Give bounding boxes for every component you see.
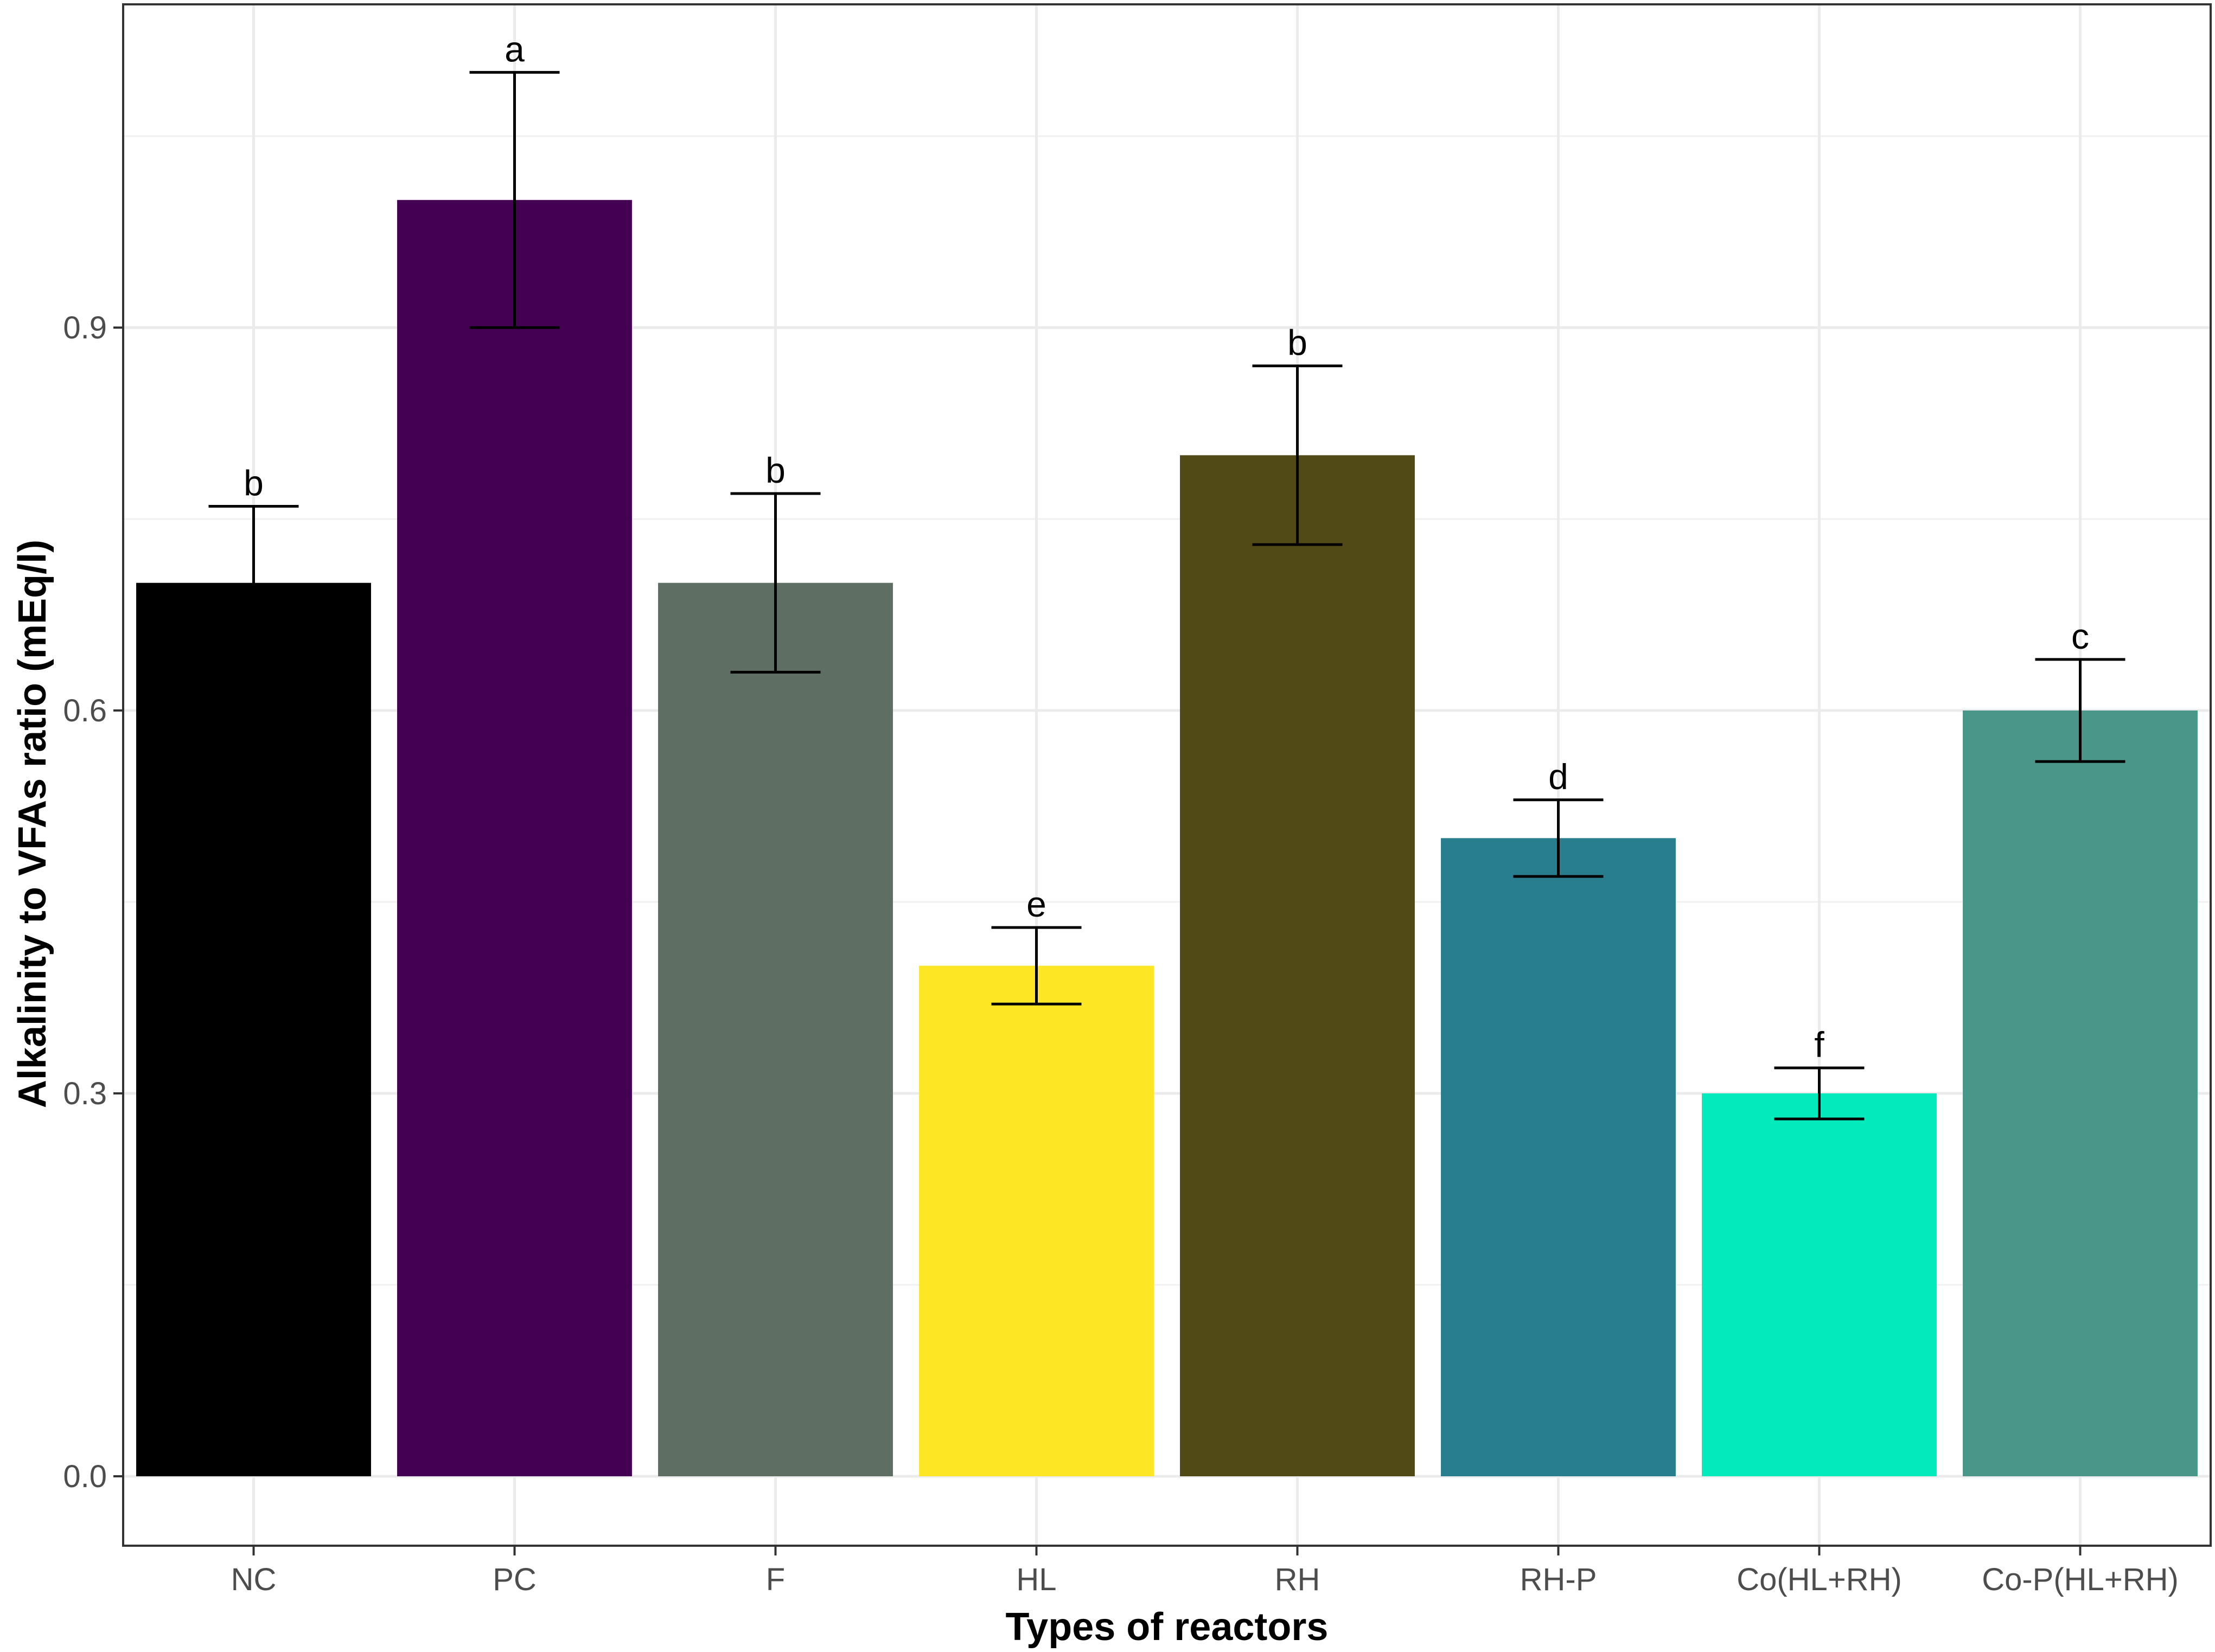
bar-RH (1180, 455, 1415, 1476)
x-tick-label: NC (231, 1562, 277, 1597)
plot-panel-border (122, 3, 2212, 1547)
x-tick-label: F (766, 1562, 785, 1597)
significance-letter-F: b (765, 450, 786, 490)
error-bar-Co-P(HL+RH) (2035, 658, 2125, 763)
significance-letter-NC: b (244, 463, 264, 503)
bar-RH-P (1441, 838, 1676, 1476)
y-tick-label: 0.3 (63, 1076, 107, 1111)
significance-letter-HL: e (1026, 884, 1046, 924)
error-bar-Co(HL+RH) (1774, 1066, 1865, 1120)
x-tick-label: PC (493, 1562, 537, 1597)
x-axis: NC PC F HL RH RH-P Co(HL+RH) Co-P(HL+RH) (231, 1546, 2179, 1597)
bar-Co-P(HL+RH) (1963, 710, 2198, 1476)
x-tick-label: Co(HL+RH) (1737, 1562, 1902, 1597)
significance-letter-Co(HL+RH): f (1814, 1025, 1824, 1065)
bar-F (658, 582, 893, 1476)
y-axis: 0.0 0.3 0.6 0.9 (63, 310, 123, 1494)
x-tick-label: RH (1275, 1562, 1320, 1597)
x-tick-label: Co-P(HL+RH) (1982, 1562, 2179, 1597)
error-bar-HL (991, 926, 1082, 1006)
x-tick-label: RH-P (1520, 1562, 1597, 1597)
significance-letter-Co-P(HL+RH): c (2071, 616, 2089, 656)
error-bar-PC (469, 71, 560, 329)
error-bars (208, 71, 2125, 1120)
x-axis-title: Types of reactors (1006, 1605, 1329, 1649)
significance-letter-RH: b (1287, 323, 1307, 363)
y-axis-title: Alkalinity to VFAs ratio (mEq/l) (11, 540, 54, 1108)
error-bar-RH (1252, 364, 1343, 546)
significance-letter-PC: a (505, 29, 525, 69)
significance-labels: b a b e b d f c (244, 29, 2089, 1065)
error-bar-RH-P (1513, 798, 1604, 878)
error-bar-NC (208, 504, 299, 661)
significance-letter-RH-P: d (1548, 757, 1568, 797)
y-tick-label: 0.9 (63, 310, 107, 345)
x-tick-label: HL (1016, 1562, 1056, 1597)
error-bar-F (730, 492, 821, 674)
bar-NC (136, 582, 371, 1476)
y-tick-label: 0.6 (63, 693, 107, 728)
bar-PC (397, 200, 632, 1477)
bars (136, 200, 2198, 1477)
bar-Co(HL+RH) (1702, 1093, 1937, 1476)
bar-HL (919, 965, 1154, 1476)
y-tick-label: 0.0 (63, 1459, 107, 1494)
